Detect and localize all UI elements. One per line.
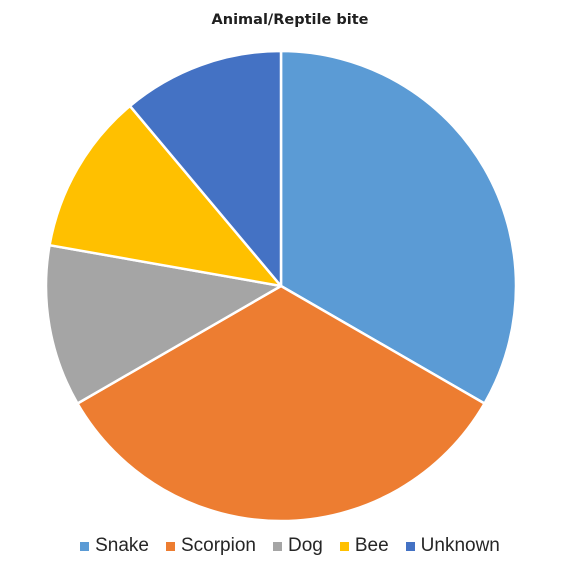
legend-label-bee: Bee [354, 535, 389, 556]
legend-label-snake: Snake [95, 535, 149, 556]
legend-swatch-snake [80, 541, 90, 551]
pie-slice-bee [48, 104, 283, 288]
legend: Snake Scorpion Dog Bee Unknown [0, 535, 580, 557]
legend-item-unknown: Unknown [405, 535, 500, 557]
legend-label-dog: Dog [287, 535, 323, 556]
legend-item-snake: Snake [80, 535, 149, 557]
legend-label-scorpion: Scorpion [180, 535, 256, 556]
chart-title: Animal/Reptile bite [211, 12, 369, 28]
legend-item-scorpion: Scorpion [165, 535, 256, 557]
legend-swatch-unknown [405, 541, 415, 551]
pie-slice-scorpion [76, 284, 486, 523]
pie-slice-dog [44, 243, 283, 405]
legend-label-unknown: Unknown [420, 535, 500, 556]
legend-item-dog: Dog [272, 535, 323, 557]
legend-swatch-bee [339, 541, 349, 551]
legend-swatch-scorpion [165, 541, 175, 551]
pie-slice-unknown [128, 49, 283, 288]
pie-slice-snake [279, 49, 518, 405]
legend-item-bee: Bee [339, 535, 389, 557]
legend-swatch-dog [272, 541, 282, 551]
